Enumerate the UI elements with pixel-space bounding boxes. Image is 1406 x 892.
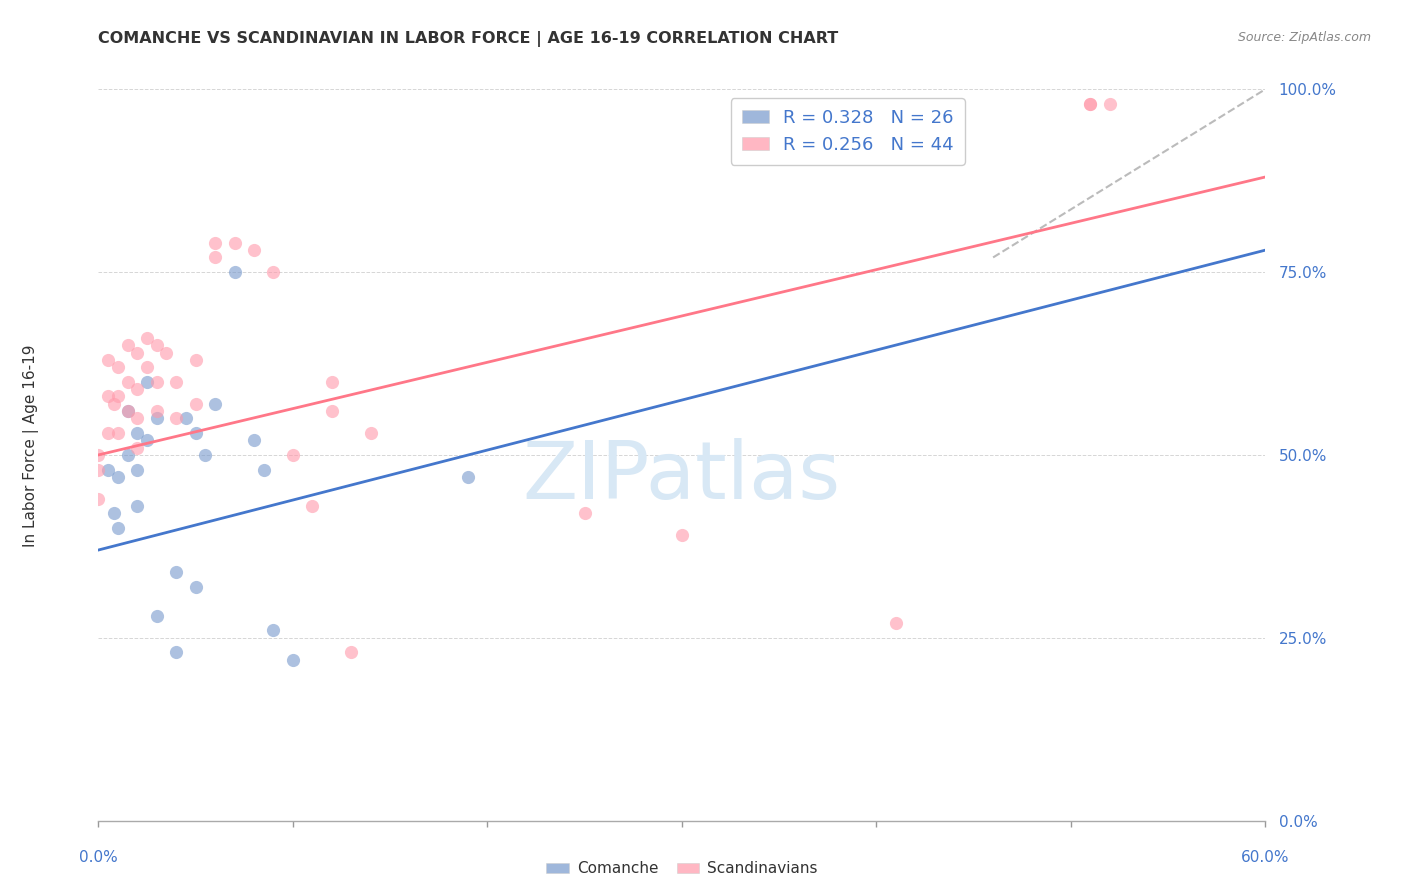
Point <box>1098 96 1121 111</box>
Text: 0.0%: 0.0% <box>79 850 118 865</box>
Point <box>165 565 187 579</box>
Point <box>87 491 110 506</box>
Point <box>574 507 596 521</box>
Point <box>146 375 169 389</box>
Text: Source: ZipAtlas.com: Source: ZipAtlas.com <box>1237 31 1371 45</box>
Point <box>127 425 149 440</box>
Point <box>127 382 149 396</box>
Point <box>146 411 169 425</box>
Point <box>107 425 129 440</box>
Point <box>340 645 363 659</box>
Point <box>146 404 169 418</box>
Point <box>174 411 197 425</box>
Point <box>457 470 479 484</box>
Point <box>671 528 693 542</box>
Point <box>281 448 304 462</box>
Point <box>155 345 177 359</box>
Point <box>136 434 159 448</box>
Point <box>184 352 207 367</box>
Point <box>117 375 139 389</box>
Point <box>165 411 187 425</box>
Point <box>184 397 207 411</box>
Point <box>224 265 246 279</box>
Point <box>360 425 382 440</box>
Point <box>146 608 169 623</box>
Point <box>107 470 129 484</box>
Point <box>165 645 187 659</box>
Point <box>204 397 226 411</box>
Point <box>321 375 343 389</box>
Point <box>117 404 139 418</box>
Legend: Comanche, Scandinavians: Comanche, Scandinavians <box>540 855 824 882</box>
Point <box>194 448 217 462</box>
Point <box>1080 96 1102 111</box>
Point <box>136 375 159 389</box>
Point <box>117 404 139 418</box>
Point <box>127 499 149 513</box>
Point <box>243 434 266 448</box>
Text: ZIPatlas: ZIPatlas <box>523 438 841 516</box>
Point <box>117 448 139 462</box>
Point <box>224 235 246 250</box>
Point <box>97 352 120 367</box>
Point <box>87 462 110 476</box>
Point <box>127 441 149 455</box>
Point <box>136 331 159 345</box>
Point <box>117 338 139 352</box>
Point <box>127 462 149 476</box>
Point <box>1080 96 1102 111</box>
Point <box>301 499 323 513</box>
Point <box>262 624 284 638</box>
Point <box>243 243 266 257</box>
Point <box>103 397 125 411</box>
Point <box>184 425 207 440</box>
Text: COMANCHE VS SCANDINAVIAN IN LABOR FORCE | AGE 16-19 CORRELATION CHART: COMANCHE VS SCANDINAVIAN IN LABOR FORCE … <box>98 31 838 47</box>
Point <box>184 580 207 594</box>
Point <box>165 375 187 389</box>
Point <box>127 411 149 425</box>
Text: 60.0%: 60.0% <box>1241 850 1289 865</box>
Point <box>87 448 110 462</box>
Point <box>204 235 226 250</box>
Point <box>204 251 226 265</box>
Point <box>321 404 343 418</box>
Point <box>136 360 159 375</box>
Point <box>127 345 149 359</box>
Point <box>107 521 129 535</box>
Point <box>97 462 120 476</box>
Point <box>281 653 304 667</box>
Point <box>103 507 125 521</box>
Point <box>97 389 120 403</box>
Point <box>107 360 129 375</box>
Point <box>146 338 169 352</box>
Point <box>262 265 284 279</box>
Point <box>97 425 120 440</box>
Point <box>253 462 276 476</box>
Point <box>884 616 907 631</box>
Text: In Labor Force | Age 16-19: In Labor Force | Age 16-19 <box>22 344 39 548</box>
Point <box>107 389 129 403</box>
